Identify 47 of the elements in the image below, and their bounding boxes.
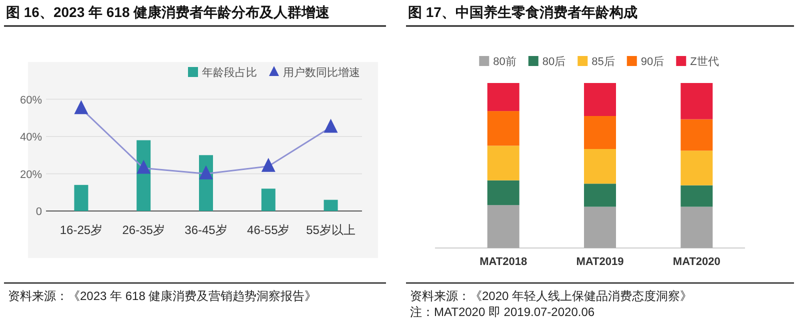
- legend-label: Z世代: [690, 55, 719, 68]
- legend-label: 90后: [640, 55, 664, 68]
- y-tick-label: 0: [36, 206, 42, 218]
- point: [199, 165, 213, 180]
- x-tick-label: MAT2020: [672, 256, 720, 268]
- legend-label: 80前: [493, 56, 516, 68]
- bar: [261, 188, 276, 211]
- bar: [680, 185, 713, 207]
- bar: [584, 206, 616, 248]
- text: 资料来源：《2020 年轻人线上保健品消费态度洞察》: [410, 289, 692, 303]
- text: 注：MAT2020 即 2019.07-2020.06: [410, 305, 595, 319]
- bar: [584, 149, 616, 184]
- legend-label: 年龄段占比: [202, 66, 257, 79]
- x-tick-label: 46-55岁: [247, 223, 290, 237]
- chart-title: 图 16、2023 年 618 健康消费者年龄分布及人群增速: [6, 4, 331, 20]
- x-tick-label: 16-25岁: [60, 223, 103, 237]
- y-tick-label: 60%: [20, 94, 42, 106]
- chart-title: 图 17、中国养生零食消费者年龄构成: [408, 4, 638, 20]
- bar: [487, 205, 520, 248]
- legend-label: 85后: [592, 55, 615, 68]
- legend-label: 用户数同比增速: [283, 66, 360, 79]
- bar: [487, 111, 520, 146]
- x-tick-label: 55岁以上: [306, 223, 356, 237]
- legend-label: 80后: [542, 55, 566, 68]
- bar: [680, 150, 713, 186]
- point: [136, 160, 151, 174]
- x-tick-label: 36-45岁: [184, 223, 228, 237]
- bar: [487, 83, 520, 112]
- bar: [680, 206, 713, 248]
- bar: [584, 184, 616, 207]
- x-tick-label: 26-35岁: [122, 223, 165, 237]
- y-tick-label: 40%: [20, 132, 42, 144]
- y-tick-label: 20%: [20, 168, 42, 181]
- point: [261, 158, 276, 172]
- bar: [584, 116, 616, 149]
- bar: [487, 146, 520, 180]
- bar: [680, 119, 713, 151]
- point: [324, 118, 338, 133]
- x-tick-label: MAT2018: [480, 256, 528, 268]
- bar: [74, 184, 88, 211]
- bar: [584, 83, 616, 116]
- bar: [487, 180, 520, 206]
- x-tick-label: MAT2019: [576, 256, 624, 268]
- point: [74, 100, 88, 114]
- bar: [680, 83, 713, 120]
- bar: [324, 200, 338, 211]
- text: 资料来源：《2023 年 618 健康消费及营销趋势洞察报告》: [8, 289, 317, 303]
